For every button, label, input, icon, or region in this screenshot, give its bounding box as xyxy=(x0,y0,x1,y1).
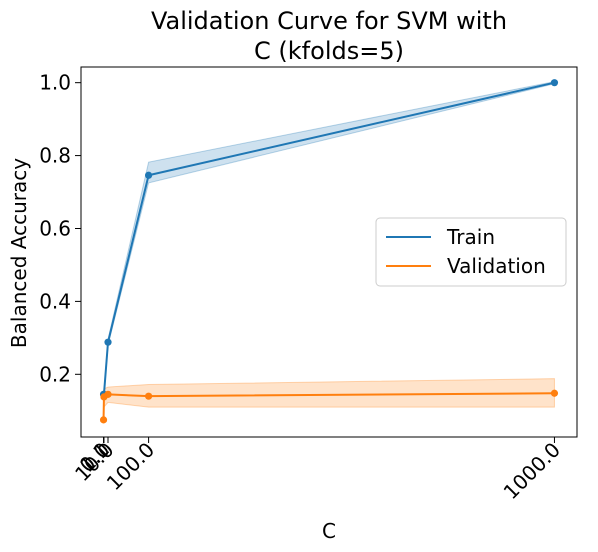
y-tick-label: 0.2 xyxy=(39,362,71,386)
y-axis: 0.2 0.4 0.6 0.8 1.0 xyxy=(39,71,81,386)
legend-label-validation: Validation xyxy=(447,254,546,278)
legend-frame xyxy=(375,217,567,287)
point-train-2 xyxy=(104,338,112,346)
y-tick-label: 0.8 xyxy=(39,144,71,168)
chart-title-line-2: C (kfolds=5) xyxy=(254,37,404,65)
x-axis-label: C xyxy=(322,519,336,543)
plot-frame xyxy=(80,66,578,438)
point-train-3 xyxy=(145,171,153,179)
chart-title-line-1: Validation Curve for SVM with xyxy=(151,7,507,35)
point-train-4 xyxy=(550,79,559,87)
point-validation-2 xyxy=(104,390,112,398)
point-validation-4 xyxy=(550,389,559,397)
point-validation-0 xyxy=(99,416,108,424)
x-tick-label: 1000.0 xyxy=(499,438,565,504)
legend: Train Validation xyxy=(375,217,567,287)
y-tick-label: 1.0 xyxy=(39,71,71,95)
x-tick-label: 100.0 xyxy=(102,438,159,495)
series-points xyxy=(99,79,559,424)
band-validation xyxy=(103,378,555,420)
y-axis-label: Balanced Accuracy xyxy=(7,158,31,348)
y-tick-label: 0.6 xyxy=(39,216,71,240)
y-tick-label: 0.4 xyxy=(39,289,71,313)
legend-label-train: Train xyxy=(446,225,495,249)
point-validation-3 xyxy=(145,392,153,400)
